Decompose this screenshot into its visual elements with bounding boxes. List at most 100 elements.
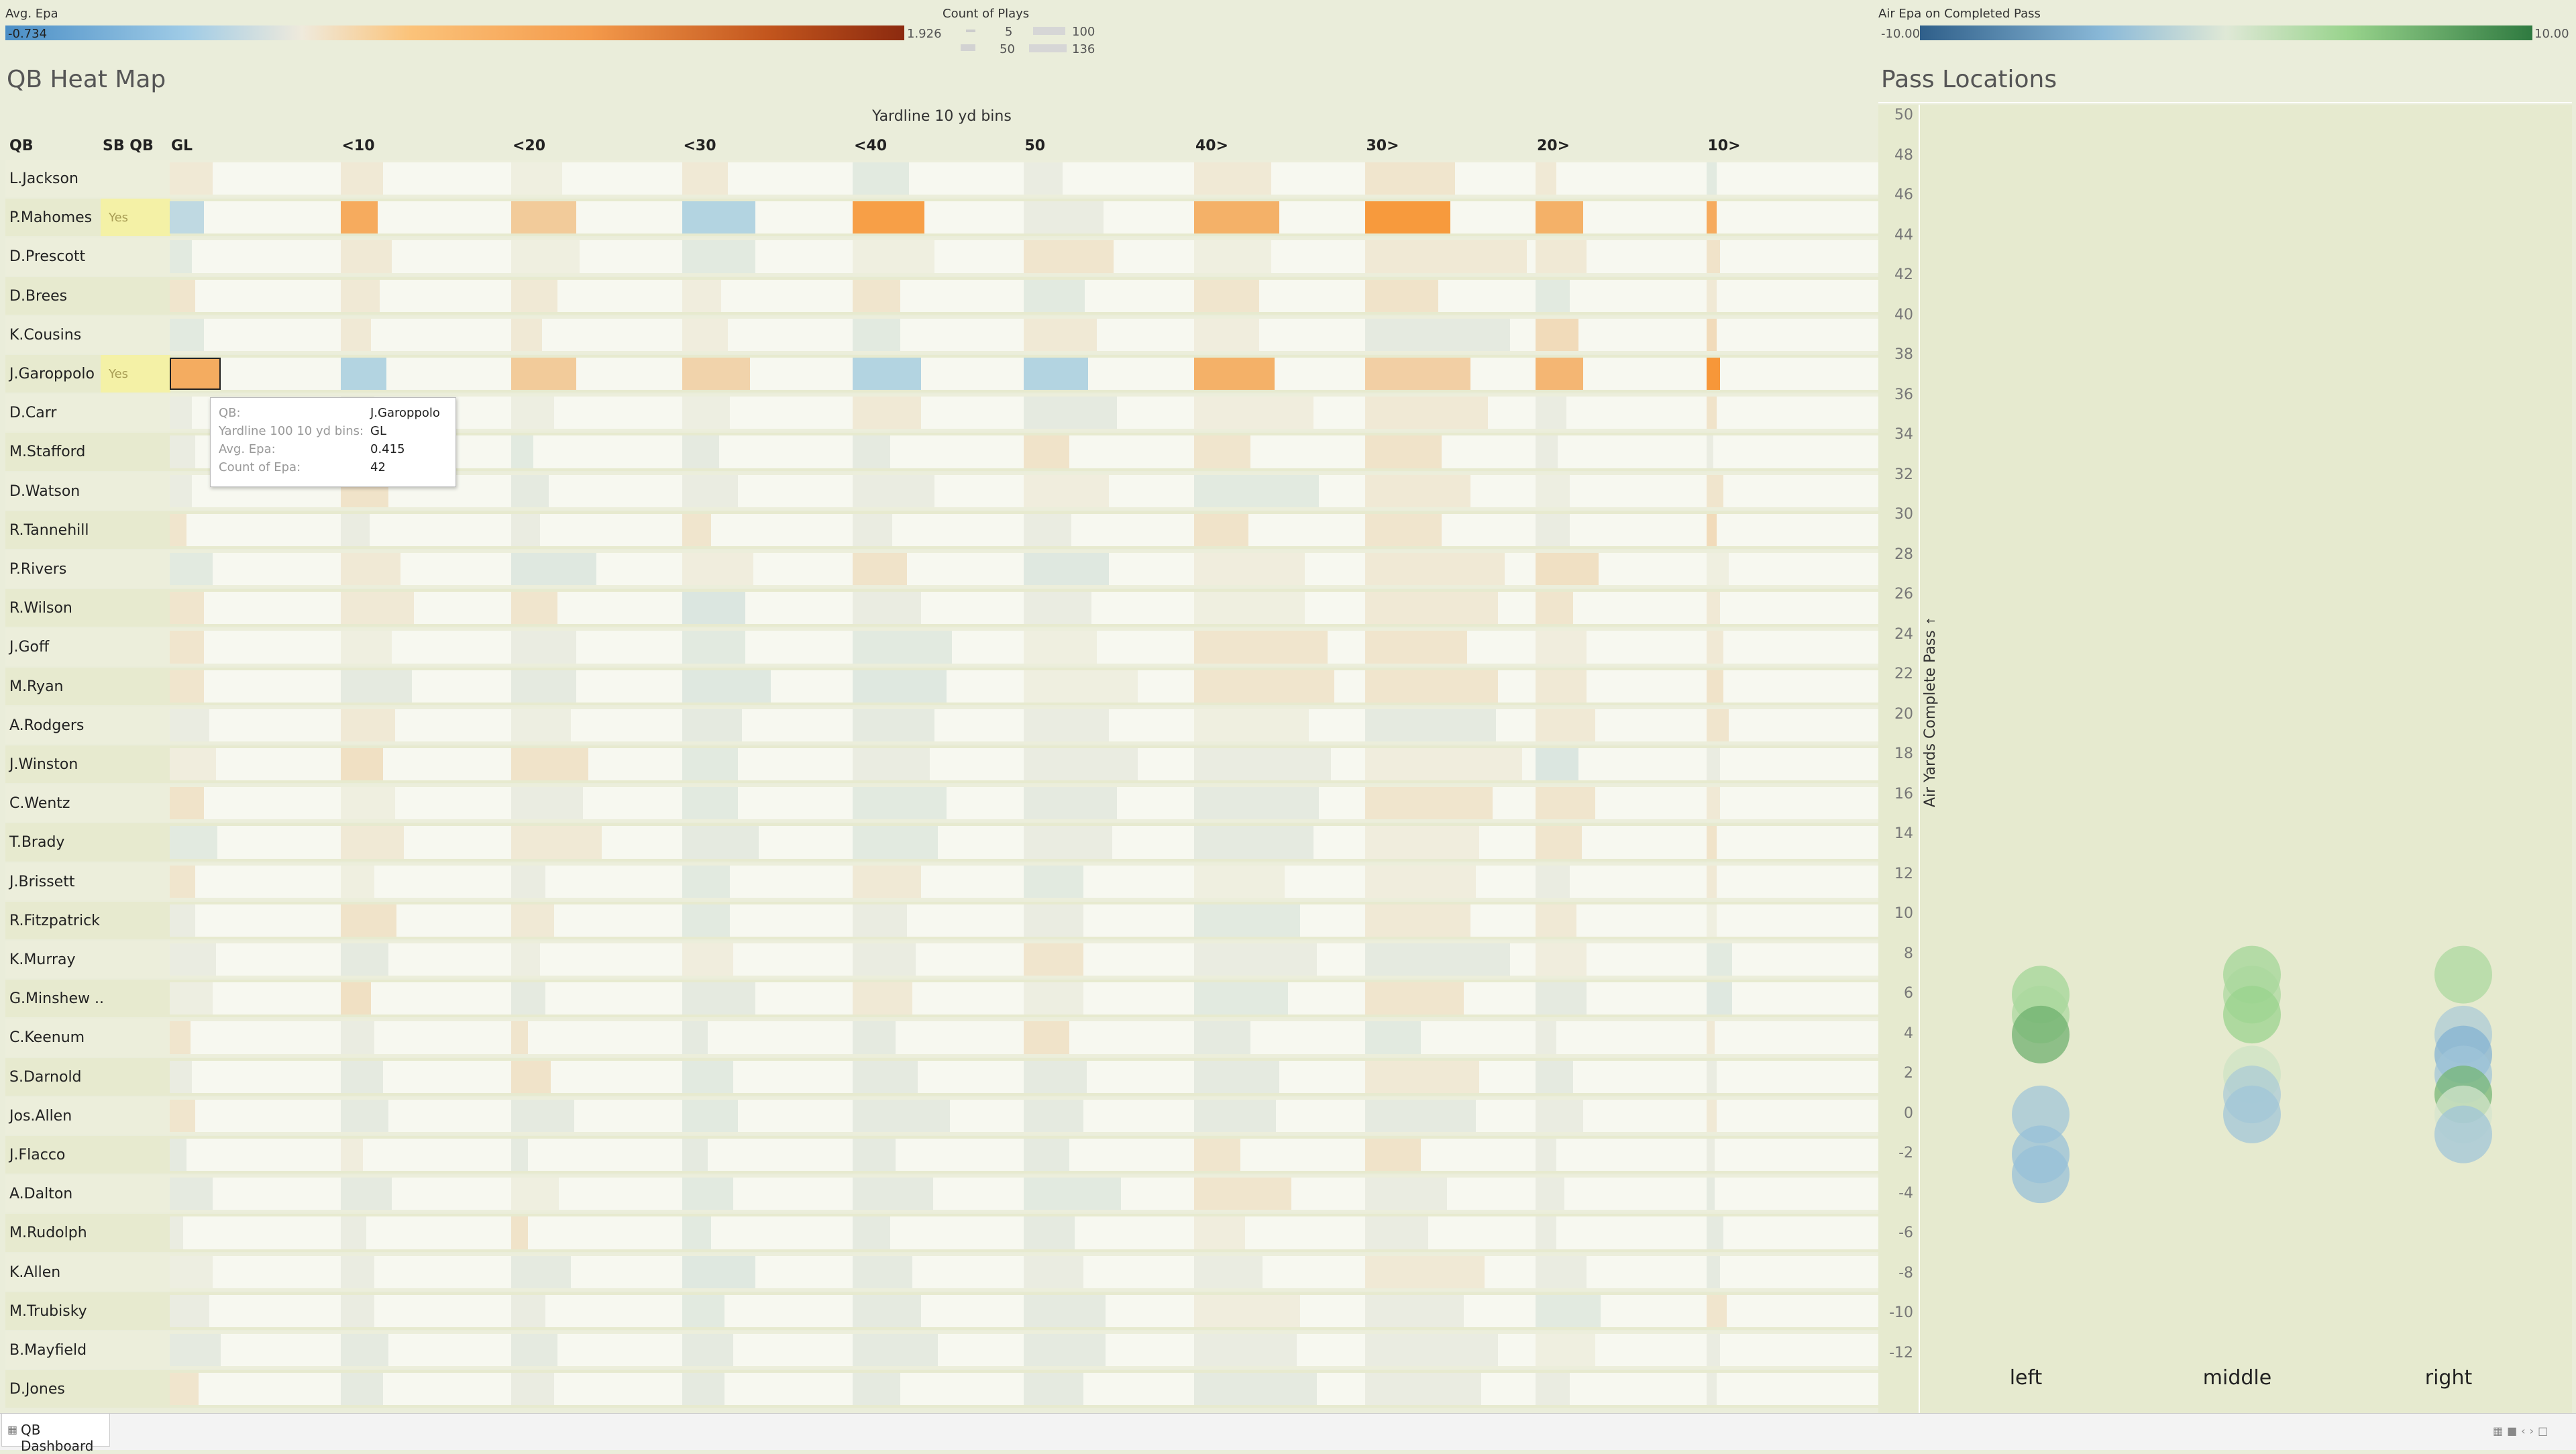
scatter-point[interactable] bbox=[2434, 1105, 2492, 1163]
heatmap-cell[interactable] bbox=[1364, 397, 1488, 429]
heatmap-cell[interactable] bbox=[340, 240, 392, 273]
heatmap-cell[interactable] bbox=[1706, 435, 1713, 468]
heatmap-cell[interactable] bbox=[511, 318, 542, 351]
heatmap-cell[interactable] bbox=[1023, 1373, 1083, 1406]
heatmap-cell[interactable] bbox=[1194, 162, 1271, 195]
heatmap-cell[interactable] bbox=[1023, 1255, 1083, 1288]
table-row[interactable]: P.Rivers bbox=[5, 550, 1878, 588]
table-row[interactable]: A.Rodgers bbox=[5, 706, 1878, 744]
heatmap-cell[interactable] bbox=[170, 826, 218, 859]
heatmap-cell[interactable] bbox=[853, 631, 952, 664]
heatmap-cell[interactable] bbox=[853, 826, 938, 859]
heatmap-cell[interactable] bbox=[1023, 318, 1097, 351]
heatmap-cell[interactable] bbox=[1194, 279, 1259, 312]
heatmap-cell[interactable] bbox=[170, 670, 204, 703]
heatmap-cell[interactable] bbox=[1364, 787, 1493, 820]
heatmap-cell[interactable] bbox=[853, 1255, 913, 1288]
heatmap-cell[interactable] bbox=[682, 318, 729, 351]
heatmap-cell[interactable] bbox=[682, 1216, 711, 1249]
heatmap-cell[interactable] bbox=[511, 1099, 575, 1132]
scatter-point[interactable] bbox=[2223, 986, 2281, 1044]
heatmap-cell[interactable] bbox=[1194, 318, 1259, 351]
heatmap-cell[interactable] bbox=[1364, 865, 1476, 898]
heatmap-cell[interactable] bbox=[1364, 748, 1522, 781]
heatmap-cell[interactable] bbox=[682, 982, 755, 1015]
scatter-point[interactable] bbox=[2223, 1085, 2281, 1143]
heatmap-cell[interactable] bbox=[511, 1334, 557, 1367]
heatmap-cell[interactable] bbox=[511, 670, 576, 703]
heatmap-cell[interactable] bbox=[1706, 982, 1732, 1015]
heatmap-cell[interactable] bbox=[1706, 1216, 1723, 1249]
heatmap-cell[interactable] bbox=[340, 1255, 375, 1288]
heatmap-cell[interactable] bbox=[853, 318, 901, 351]
heatmap-cell[interactable] bbox=[1023, 513, 1071, 546]
scatter-point[interactable] bbox=[2012, 1145, 2070, 1204]
heatmap-cell[interactable] bbox=[1364, 201, 1450, 234]
heatmap-cell[interactable] bbox=[511, 240, 580, 273]
heatmap-cell[interactable] bbox=[1706, 943, 1732, 976]
heatmap-cell[interactable] bbox=[1023, 982, 1083, 1015]
heatmap-cell[interactable] bbox=[511, 1139, 529, 1172]
heatmap-cell[interactable] bbox=[170, 709, 209, 741]
heatmap-cell[interactable] bbox=[853, 1021, 896, 1054]
heatmap-cell[interactable] bbox=[1194, 904, 1300, 937]
scatter-point[interactable] bbox=[2012, 1005, 2070, 1063]
table-row[interactable]: R.Wilson bbox=[5, 589, 1878, 627]
heatmap-cell[interactable] bbox=[1023, 943, 1083, 976]
heatmap-cell[interactable] bbox=[1023, 162, 1063, 195]
heatmap-cell[interactable] bbox=[1023, 201, 1104, 234]
heatmap-cell[interactable] bbox=[1364, 1139, 1421, 1172]
heatmap-cell[interactable] bbox=[1536, 826, 1582, 859]
heatmap-cell[interactable] bbox=[682, 513, 711, 546]
heatmap-cell[interactable] bbox=[511, 709, 572, 741]
table-row[interactable]: C.Wentz bbox=[5, 784, 1878, 823]
heatmap-cell[interactable] bbox=[1706, 670, 1723, 703]
heatmap-cell[interactable] bbox=[853, 982, 913, 1015]
filmstrip-icon[interactable]: ■ bbox=[2507, 1424, 2522, 1437]
heatmap-cell[interactable] bbox=[1023, 1099, 1083, 1132]
heatmap-cell[interactable] bbox=[511, 865, 545, 898]
heatmap-cell[interactable] bbox=[1706, 358, 1720, 391]
heatmap-cell[interactable] bbox=[1023, 865, 1083, 898]
heatmap-cell[interactable] bbox=[511, 553, 597, 586]
heatmap-cell[interactable] bbox=[1706, 1099, 1717, 1132]
heatmap-cell[interactable] bbox=[1706, 1255, 1720, 1288]
heatmap-cell[interactable] bbox=[682, 279, 722, 312]
heatmap-cell[interactable] bbox=[511, 904, 554, 937]
heatmap-cell[interactable] bbox=[1023, 435, 1070, 468]
heatmap-cell[interactable] bbox=[340, 592, 414, 625]
heatmap-cell[interactable] bbox=[1194, 1255, 1263, 1288]
heatmap-cell[interactable] bbox=[511, 826, 602, 859]
heatmap-cell[interactable] bbox=[682, 631, 745, 664]
heatmap-cell[interactable] bbox=[853, 865, 921, 898]
heatmap-cell[interactable] bbox=[1706, 592, 1720, 625]
heatmap-cell[interactable] bbox=[170, 748, 216, 781]
heatmap-cell[interactable] bbox=[1536, 513, 1570, 546]
heatmap-cell[interactable] bbox=[1364, 709, 1497, 741]
heatmap-cell[interactable] bbox=[1536, 474, 1570, 507]
prev-sheet-icon[interactable]: ‹ bbox=[2521, 1424, 2530, 1437]
heatmap-cell[interactable] bbox=[1194, 358, 1275, 391]
heatmap-cell[interactable] bbox=[511, 1216, 529, 1249]
sheet-nav-controls[interactable]: ▦■‹›□ bbox=[2493, 1424, 2552, 1437]
table-row[interactable]: C.Keenum bbox=[5, 1019, 1878, 1057]
heatmap-cell[interactable] bbox=[853, 1178, 933, 1210]
heatmap-cell[interactable] bbox=[1364, 358, 1471, 391]
heatmap-cell[interactable] bbox=[1023, 826, 1112, 859]
heatmap-cell[interactable] bbox=[340, 826, 404, 859]
heatmap-cell[interactable] bbox=[170, 397, 193, 429]
heatmap-cell[interactable] bbox=[853, 670, 947, 703]
heatmap-cell[interactable] bbox=[1706, 279, 1717, 312]
table-row[interactable]: A.Dalton bbox=[5, 1175, 1878, 1213]
heatmap-cell[interactable] bbox=[170, 318, 204, 351]
heatmap-cell[interactable] bbox=[682, 865, 730, 898]
table-row[interactable]: T.Brady bbox=[5, 823, 1878, 862]
heatmap-cell[interactable] bbox=[340, 982, 372, 1015]
table-row[interactable]: J.Garoppolo Yes bbox=[5, 355, 1878, 393]
heatmap-cell[interactable] bbox=[340, 1060, 384, 1093]
heatmap-cell[interactable] bbox=[511, 1021, 529, 1054]
heatmap-cell[interactable] bbox=[1364, 435, 1442, 468]
heatmap-cell[interactable] bbox=[1194, 982, 1288, 1015]
heatmap-cell[interactable] bbox=[1194, 826, 1314, 859]
heatmap-cell[interactable] bbox=[1023, 631, 1097, 664]
